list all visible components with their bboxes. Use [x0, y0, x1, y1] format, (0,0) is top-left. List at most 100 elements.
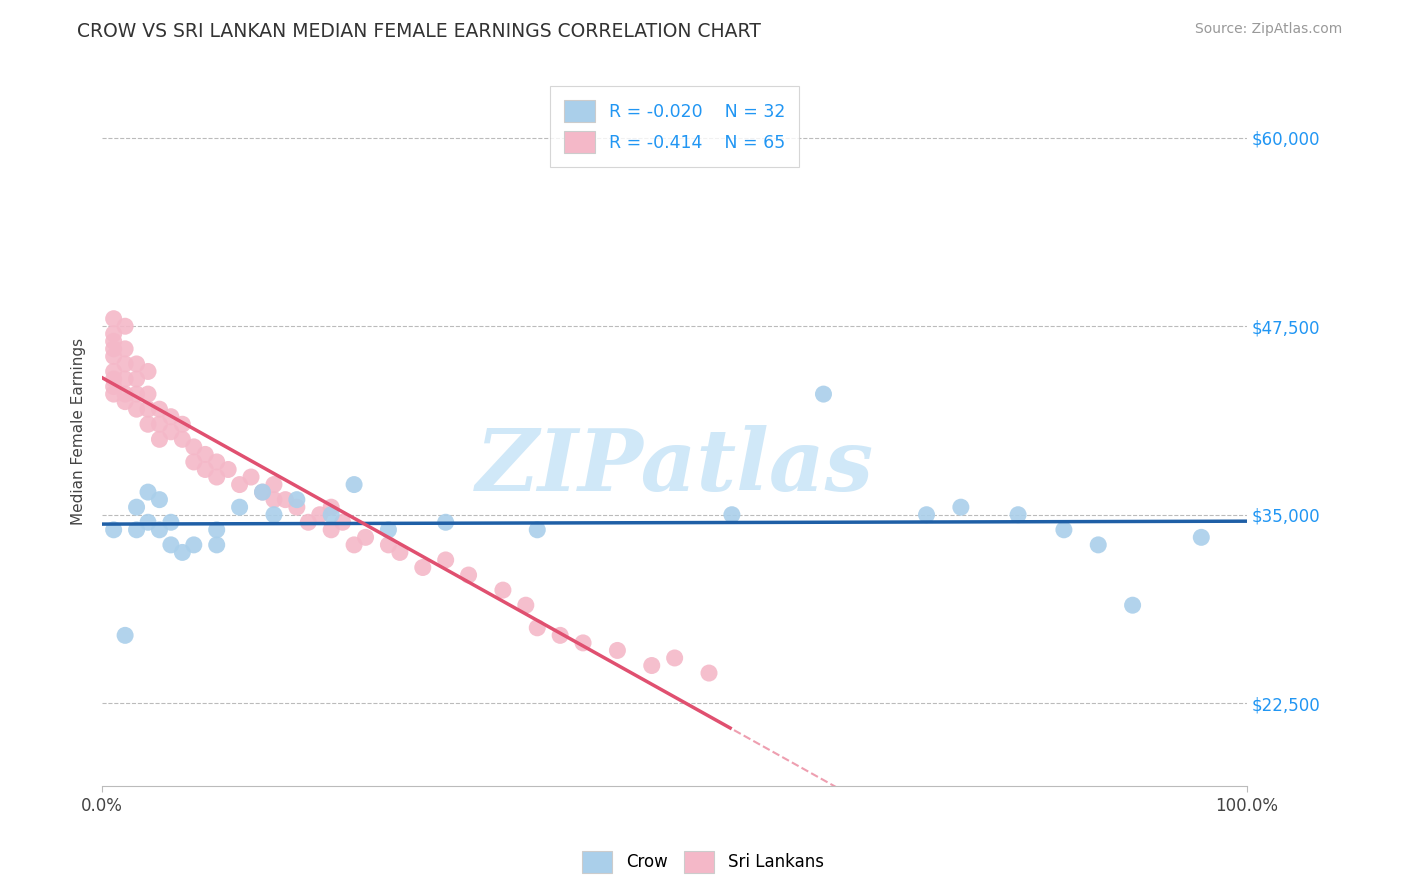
Point: [172, 545, 194, 559]
Point: [114, 319, 136, 334]
Point: [252, 485, 274, 500]
Point: [434, 553, 457, 567]
Point: [114, 372, 136, 386]
Point: [217, 462, 239, 476]
Point: [114, 342, 136, 356]
Point: [125, 372, 148, 386]
Point: [125, 357, 148, 371]
Point: [114, 628, 136, 642]
Point: [332, 515, 354, 529]
Point: [136, 417, 159, 432]
Point: [354, 530, 377, 544]
Point: [205, 523, 228, 537]
Point: [125, 523, 148, 537]
Point: [274, 492, 297, 507]
Point: [103, 342, 125, 356]
Point: [321, 500, 343, 515]
Legend: R = -0.020    N = 32, R = -0.414    N = 65: R = -0.020 N = 32, R = -0.414 N = 65: [550, 87, 799, 167]
Point: [125, 500, 148, 515]
Point: [434, 515, 457, 529]
Point: [148, 523, 170, 537]
Point: [1087, 538, 1109, 552]
Point: [114, 394, 136, 409]
Point: [205, 455, 228, 469]
Point: [136, 364, 159, 378]
Point: [377, 538, 399, 552]
Legend: Crow, Sri Lankans: Crow, Sri Lankans: [576, 845, 830, 880]
Point: [321, 523, 343, 537]
Point: [263, 492, 285, 507]
Point: [285, 492, 308, 507]
Point: [148, 433, 170, 447]
Point: [949, 500, 972, 515]
Point: [205, 538, 228, 552]
Point: [103, 350, 125, 364]
Point: [148, 492, 170, 507]
Point: [103, 372, 125, 386]
Point: [1053, 523, 1076, 537]
Point: [172, 433, 194, 447]
Point: [321, 508, 343, 522]
Point: [697, 666, 720, 681]
Point: [915, 508, 938, 522]
Point: [228, 500, 250, 515]
Point: [263, 477, 285, 491]
Point: [548, 628, 571, 642]
Point: [160, 538, 183, 552]
Point: [103, 326, 125, 341]
Point: [160, 425, 183, 439]
Point: [136, 515, 159, 529]
Point: [103, 379, 125, 393]
Point: [813, 387, 835, 401]
Point: [377, 523, 399, 537]
Point: [285, 500, 308, 515]
Point: [240, 470, 263, 484]
Point: [114, 357, 136, 371]
Point: [136, 387, 159, 401]
Point: [515, 598, 537, 612]
Point: [103, 387, 125, 401]
Point: [1189, 530, 1212, 544]
Point: [343, 538, 366, 552]
Point: [606, 643, 628, 657]
Point: [492, 583, 515, 598]
Point: [183, 440, 205, 454]
Text: Source: ZipAtlas.com: Source: ZipAtlas.com: [1195, 22, 1343, 37]
Point: [103, 311, 125, 326]
Point: [148, 417, 170, 432]
Point: [343, 477, 366, 491]
Point: [103, 364, 125, 378]
Point: [125, 387, 148, 401]
Point: [721, 508, 744, 522]
Point: [172, 417, 194, 432]
Point: [160, 409, 183, 424]
Point: [148, 402, 170, 417]
Point: [252, 485, 274, 500]
Point: [1122, 598, 1144, 612]
Point: [183, 538, 205, 552]
Point: [664, 651, 686, 665]
Point: [308, 508, 330, 522]
Point: [194, 447, 217, 461]
Point: [114, 387, 136, 401]
Point: [136, 402, 159, 417]
Point: [263, 508, 285, 522]
Point: [194, 462, 217, 476]
Point: [1007, 508, 1029, 522]
Point: [125, 402, 148, 417]
Point: [457, 568, 479, 582]
Point: [103, 523, 125, 537]
Point: [205, 470, 228, 484]
Point: [388, 545, 411, 559]
Point: [641, 658, 664, 673]
Text: ZIPatlas: ZIPatlas: [475, 425, 873, 509]
Point: [526, 621, 548, 635]
Point: [160, 515, 183, 529]
Point: [103, 334, 125, 349]
Point: [136, 485, 159, 500]
Point: [183, 455, 205, 469]
Text: CROW VS SRI LANKAN MEDIAN FEMALE EARNINGS CORRELATION CHART: CROW VS SRI LANKAN MEDIAN FEMALE EARNING…: [77, 22, 761, 41]
Point: [297, 515, 319, 529]
Point: [572, 636, 595, 650]
Point: [526, 523, 548, 537]
